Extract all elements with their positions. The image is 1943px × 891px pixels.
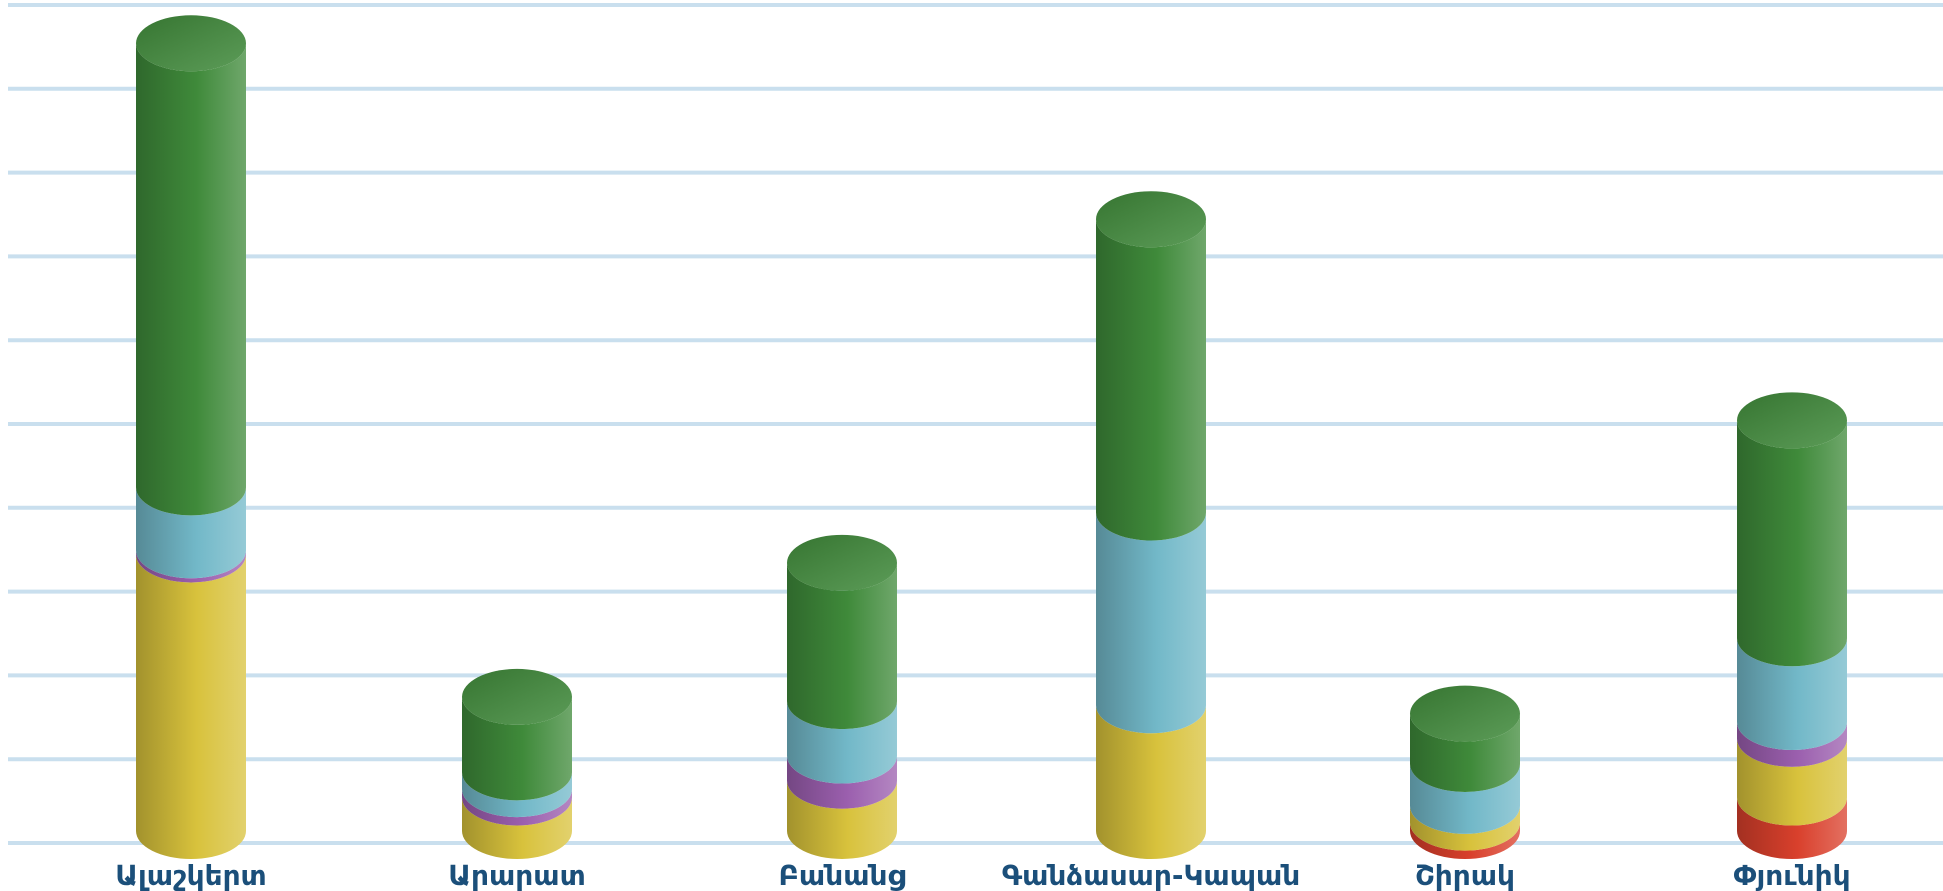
category-label: Ալաշկերտ (115, 859, 266, 891)
bar-stack (1409, 685, 1520, 859)
bar-segment (1737, 420, 1847, 667)
bar-segment (1737, 797, 1847, 859)
category-label: Արարատ (448, 859, 585, 891)
bar-segment (787, 755, 897, 809)
bar-segment (462, 797, 572, 859)
bar-top-cap (136, 15, 246, 72)
bar-segment (1096, 512, 1206, 734)
bar-top-cap (462, 668, 572, 725)
bar-segment (136, 554, 246, 859)
bars-group (136, 15, 1847, 859)
bar-segment (1737, 738, 1847, 826)
bar-segment (1410, 822, 1520, 859)
bar-stack (1096, 191, 1206, 859)
bar-segment (136, 43, 246, 516)
bar-segment (1096, 219, 1206, 541)
category-label: Շիրակ (1415, 859, 1515, 891)
bar-stack (1737, 392, 1847, 859)
category-label: Գանձասար-Կապան (1002, 859, 1301, 891)
bar-segment (136, 487, 246, 579)
bar-segment (1409, 805, 1520, 851)
bar-segment (1737, 638, 1847, 751)
bar-top-cap (1737, 392, 1847, 449)
bar-stack (462, 668, 572, 859)
bar-top-cap (1096, 191, 1206, 248)
bar-segment (462, 772, 572, 818)
bar-stack (136, 15, 246, 859)
bar-segment (787, 701, 897, 784)
category-labels: Ալաշկերտ Արարատ Բանանց Գանձասար-Կապան Շիրակ Փ… (115, 859, 1850, 891)
bar-segment (787, 562, 897, 730)
bar-segment (1409, 763, 1520, 834)
bar-top-cap (1410, 685, 1520, 742)
bar-segment (1409, 713, 1520, 792)
gridlines (8, 3, 1943, 845)
bar-segment (1737, 722, 1847, 767)
category-label: Փյունիկ (1733, 859, 1850, 891)
bar-segment (1096, 705, 1206, 859)
category-label: Բանանց (779, 859, 906, 891)
bar-segment (462, 696, 572, 801)
bar-segment (462, 789, 572, 826)
bar-stack (787, 534, 897, 859)
bar-segment (787, 780, 897, 859)
bar-top-cap (787, 534, 897, 591)
